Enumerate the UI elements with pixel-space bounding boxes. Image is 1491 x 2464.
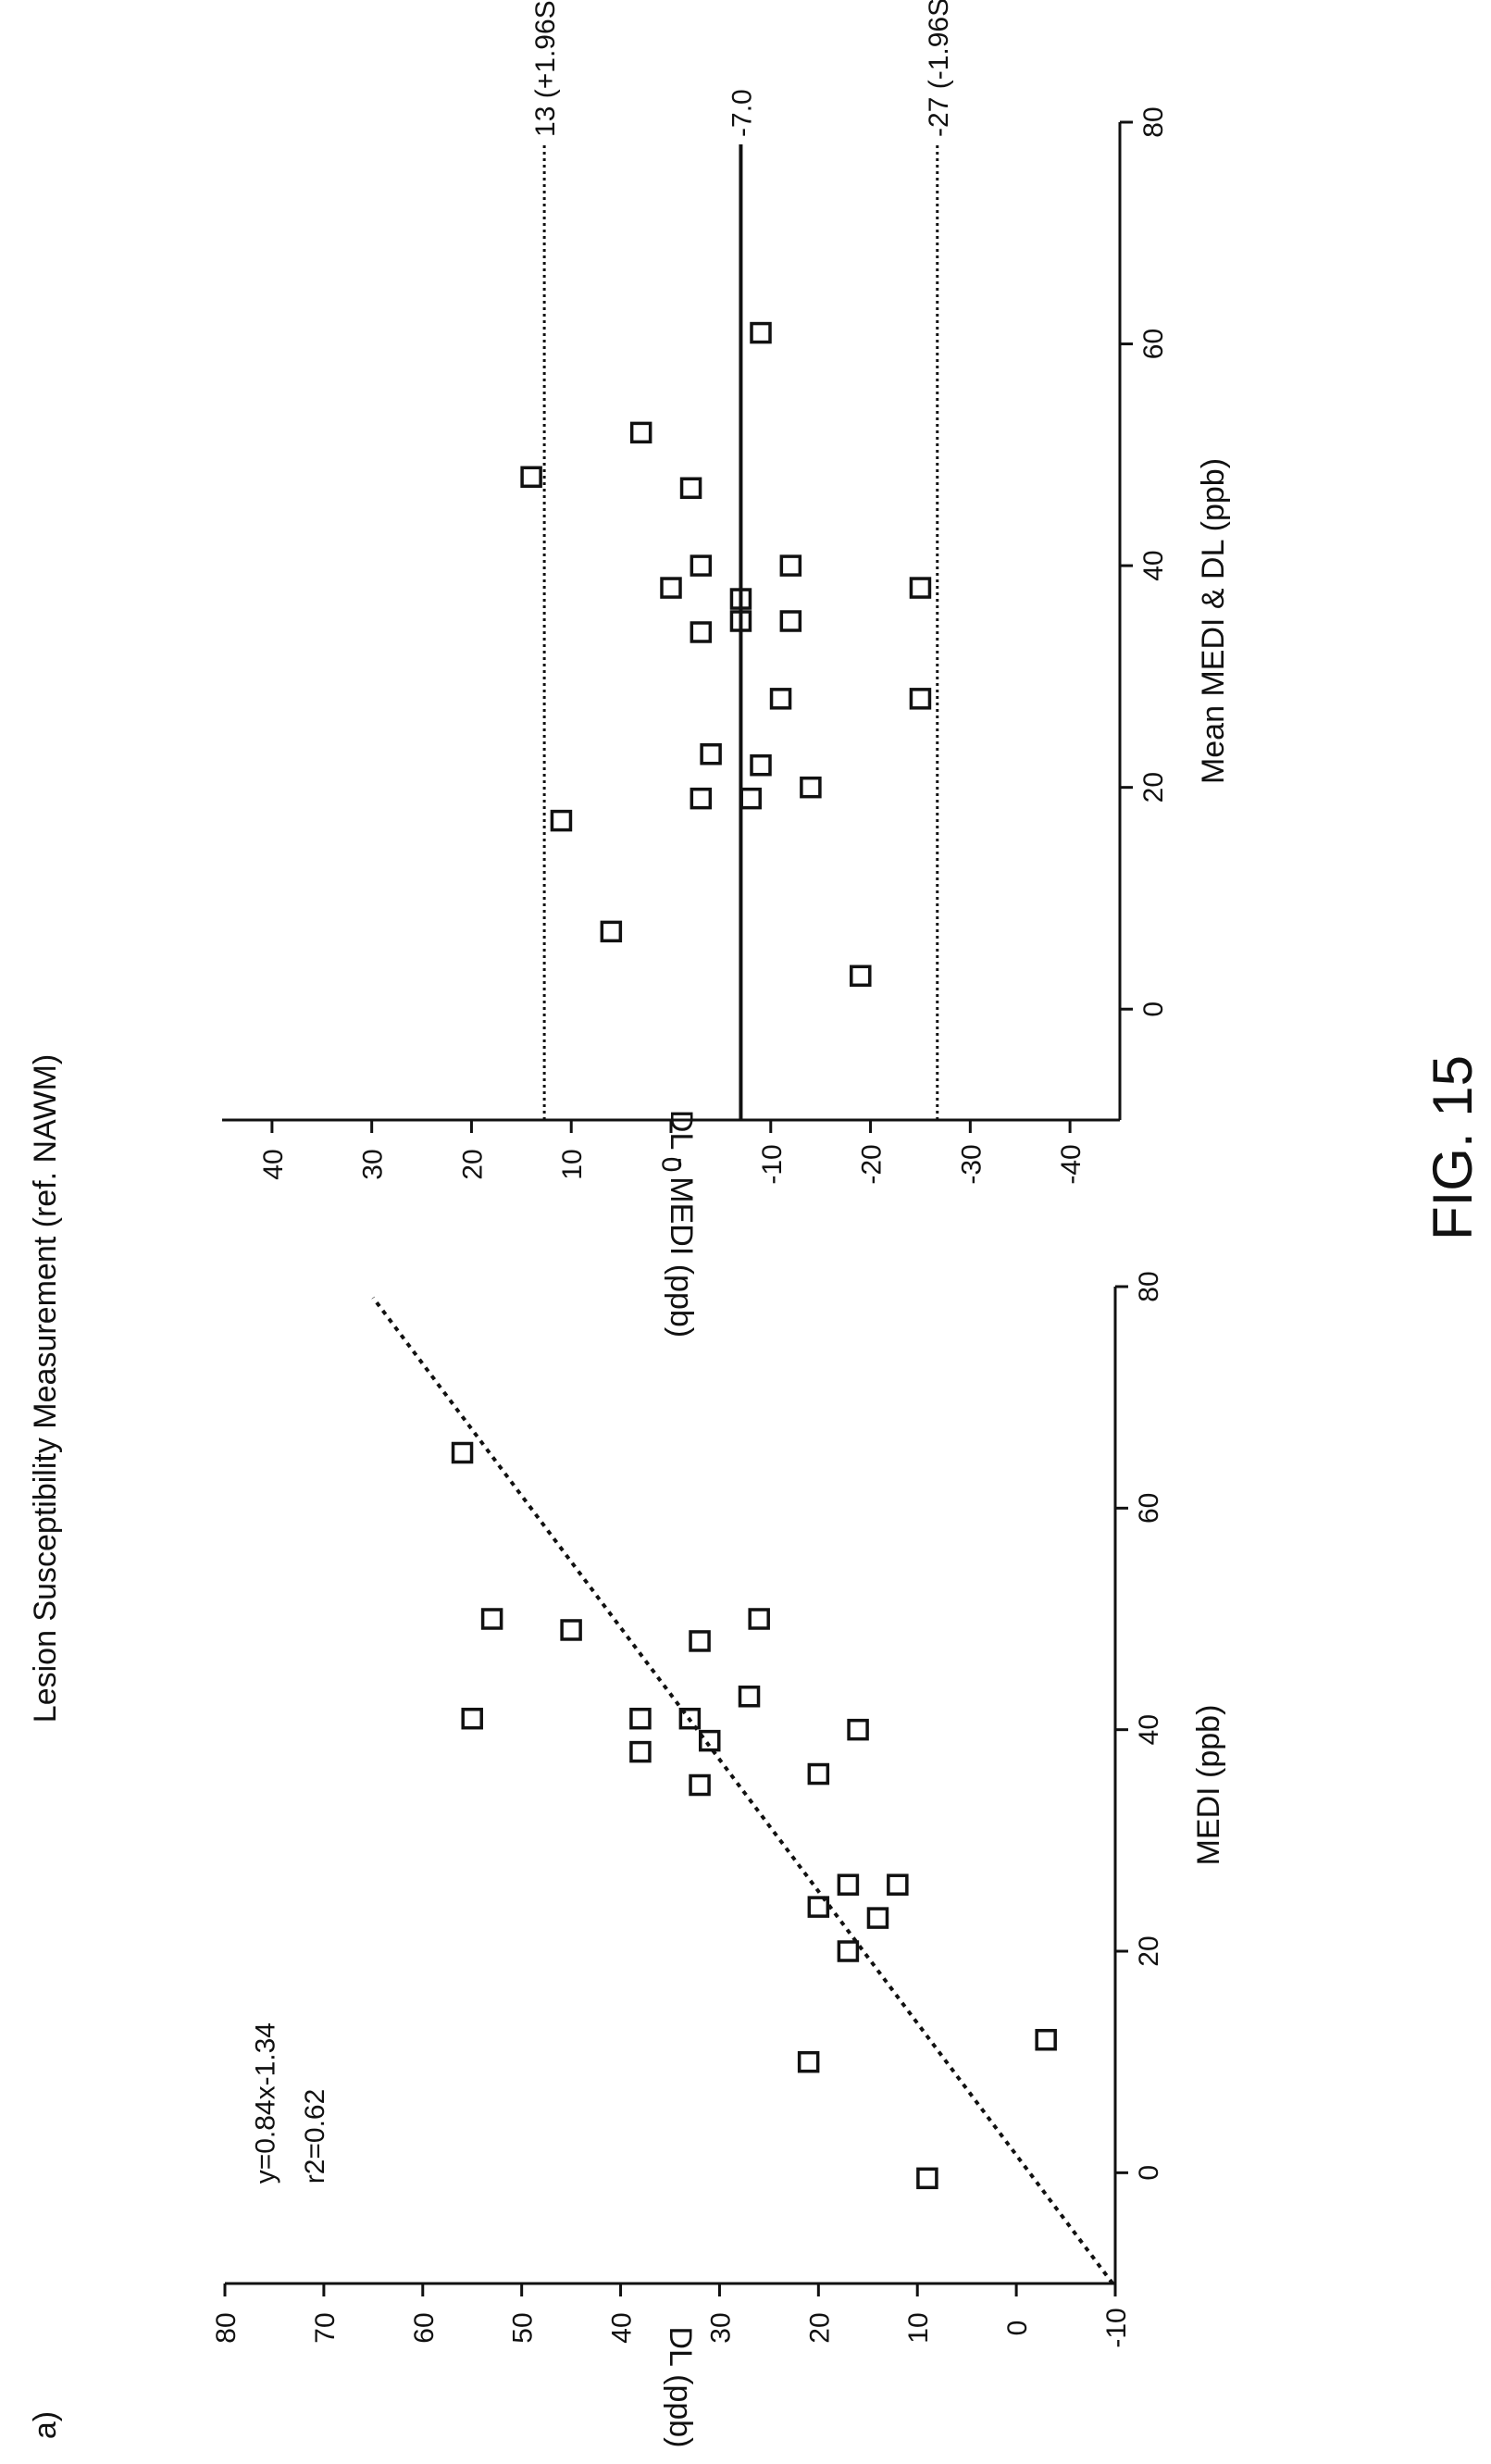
x-tick-label: 60 — [1134, 1493, 1164, 1524]
data-point — [729, 610, 752, 632]
data-point — [699, 1729, 721, 1752]
axes — [222, 120, 1133, 1133]
y-tick-label: 70 — [310, 2312, 341, 2343]
x-axis-title: MEDI (ppb) — [1191, 1705, 1226, 1866]
x-tick-label: 0 — [1138, 1002, 1169, 1017]
y-tick-label: 20 — [457, 1149, 488, 1179]
y-tick-label: 40 — [607, 2312, 638, 2343]
y-tick-label: 0 — [657, 1157, 688, 1173]
y-tick-label: 30 — [358, 1149, 389, 1179]
y-tick-label: -20 — [857, 1144, 888, 1184]
x-tick-label: 20 — [1138, 772, 1169, 803]
data-point — [769, 688, 792, 710]
data-point — [779, 610, 802, 632]
data-point — [797, 2050, 820, 2073]
data-point — [850, 964, 872, 988]
y-tick-labels: -10 0 10 20 30 40 50 60 70 80 — [211, 2308, 1132, 2347]
x-tick-label: 0 — [1134, 2165, 1164, 2181]
x-axis-title: Mean MEDI & DL (ppb) — [1196, 458, 1231, 784]
data-point — [837, 1940, 860, 1962]
data-point — [689, 1630, 711, 1652]
data-point — [748, 1608, 770, 1630]
reference-lines: 13 (+1.96SD) -7.0 -27 (-1.96SD) — [530, 0, 954, 1120]
data-point — [690, 621, 713, 643]
figure-label: FIG. 15 — [1422, 1055, 1484, 1240]
data-point — [629, 1740, 652, 1763]
data-point — [700, 742, 722, 765]
x-tick-label: 20 — [1134, 1935, 1164, 1966]
data-point — [807, 1762, 830, 1786]
y-tick-label: 10 — [557, 1149, 588, 1179]
data-point — [461, 1707, 483, 1730]
y-axis-title: DL - MEDI (ppb) — [664, 1110, 699, 1338]
r-squared: r2=0.62 — [300, 2089, 330, 2184]
data-point — [1035, 2028, 1057, 2051]
y-tick-label: -30 — [956, 1144, 987, 1184]
y-tick-label: 30 — [705, 2312, 736, 2343]
x-tick-label: 80 — [1138, 106, 1169, 137]
data-point — [560, 1619, 582, 1641]
y-tick-labels: 40 30 20 10 0 -10 -20 -30 -40 — [258, 1144, 1087, 1184]
data-point — [739, 787, 762, 810]
y-tick-label: 40 — [258, 1149, 289, 1179]
y-axis-title: DL (ppb) — [663, 2326, 698, 2447]
data-point — [909, 577, 932, 599]
data-point — [451, 1441, 474, 1464]
data-point — [629, 1707, 652, 1730]
page-title: Lesion Susceptibility Measurement (ref. … — [28, 1054, 63, 1723]
data-point — [807, 1896, 830, 1918]
data-point — [750, 321, 772, 344]
bland-altman-plot: 0 20 40 60 80 40 30 20 10 0 -10 -20 -30 -40 13 (+1.9… — [222, 0, 1231, 1338]
reference-line-label: -27 (-1.96SD) — [924, 0, 954, 137]
data-point — [779, 554, 802, 577]
panel-label: a) — [28, 2411, 63, 2439]
y-tick-label: 50 — [508, 2312, 539, 2343]
x-tick-label: 40 — [1134, 1714, 1164, 1745]
fit-equation: y=0.84x-1.34 — [250, 2022, 280, 2184]
y-tick-label: 60 — [409, 2312, 440, 2343]
data-point — [689, 1773, 711, 1797]
data-points — [371, 1296, 1114, 2285]
data-point — [887, 1873, 909, 1896]
data-point — [800, 776, 822, 799]
y-tick-label: 10 — [903, 2312, 934, 2343]
data-point — [909, 688, 932, 710]
data-point — [847, 1718, 869, 1741]
x-tick-labels: 0 20 40 60 80 — [1134, 1271, 1164, 2180]
data-point — [550, 809, 573, 832]
data-point — [678, 1707, 702, 1730]
data-point — [480, 1608, 503, 1630]
data-point — [679, 477, 702, 500]
reference-line-label: -7.0 — [727, 89, 757, 137]
data-point — [690, 787, 713, 810]
axes — [223, 1285, 1128, 2296]
y-tick-label: -10 — [757, 1144, 788, 1184]
data-point — [600, 920, 623, 943]
x-tick-labels: 0 20 40 60 80 — [1138, 106, 1169, 1016]
data-point — [916, 2167, 938, 2190]
y-tick-label: 0 — [1002, 2321, 1033, 2336]
y-tick-label: -40 — [1056, 1144, 1087, 1184]
x-tick-label: 40 — [1138, 550, 1169, 580]
y-tick-label: 20 — [804, 2312, 835, 2343]
data-point — [629, 421, 652, 444]
data-point — [738, 1686, 761, 1708]
scatter-plot-dl-vs-medi: 0 20 40 60 80 -10 0 10 20 30 40 50 60 70 80 MEDI (ppb… — [211, 1271, 1226, 2447]
reference-line-label: 13 (+1.96SD) — [530, 0, 561, 137]
y-tick-label: -10 — [1101, 2308, 1132, 2347]
data-point — [837, 1873, 860, 1896]
data-point — [866, 1907, 889, 1929]
data-point — [750, 753, 772, 777]
x-tick-label: 60 — [1138, 329, 1169, 359]
data-point — [729, 588, 752, 610]
data-point — [520, 466, 542, 489]
x-tick-label: 80 — [1134, 1271, 1164, 1301]
data-point — [690, 554, 713, 577]
fit-line — [371, 1296, 1114, 2285]
data-point — [660, 577, 682, 599]
data-points — [520, 321, 932, 988]
y-tick-label: 80 — [211, 2312, 242, 2343]
